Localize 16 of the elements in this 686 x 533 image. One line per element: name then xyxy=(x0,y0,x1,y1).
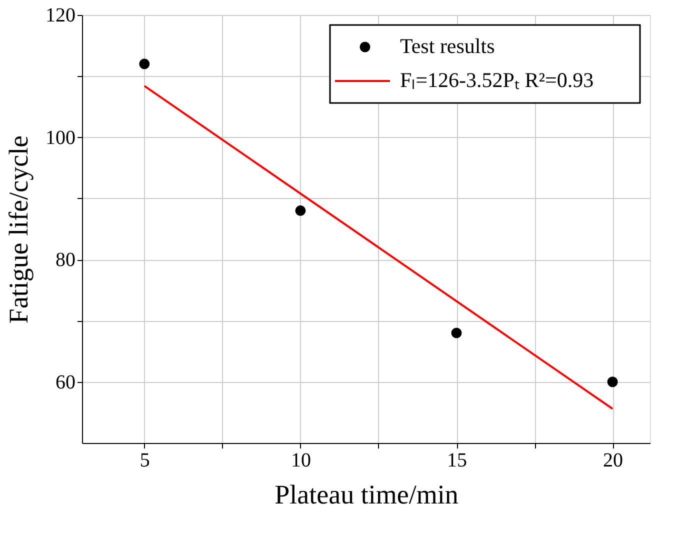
point xyxy=(295,205,306,216)
point xyxy=(607,376,618,388)
x-tick-label: 5 xyxy=(140,450,150,472)
y-tick-label: 120 xyxy=(46,4,76,26)
point xyxy=(139,58,150,70)
y-axis-title: Fatigue life/cycle xyxy=(4,135,34,324)
legend-label: Fₗ=126-3.52Pₜ R²=0.93 xyxy=(400,68,594,92)
x-tick-label: 10 xyxy=(290,450,311,472)
legend-label: Test results xyxy=(400,34,495,58)
x-tick-label: 20 xyxy=(603,450,624,472)
point xyxy=(451,328,462,338)
x-axis-title: Plateau time/min xyxy=(274,480,459,510)
y-tick-label: 100 xyxy=(46,126,76,149)
x-tick-label: 15 xyxy=(447,450,468,472)
y-tick-label: 60 xyxy=(56,371,76,394)
y-tick-label: 80 xyxy=(56,249,76,272)
